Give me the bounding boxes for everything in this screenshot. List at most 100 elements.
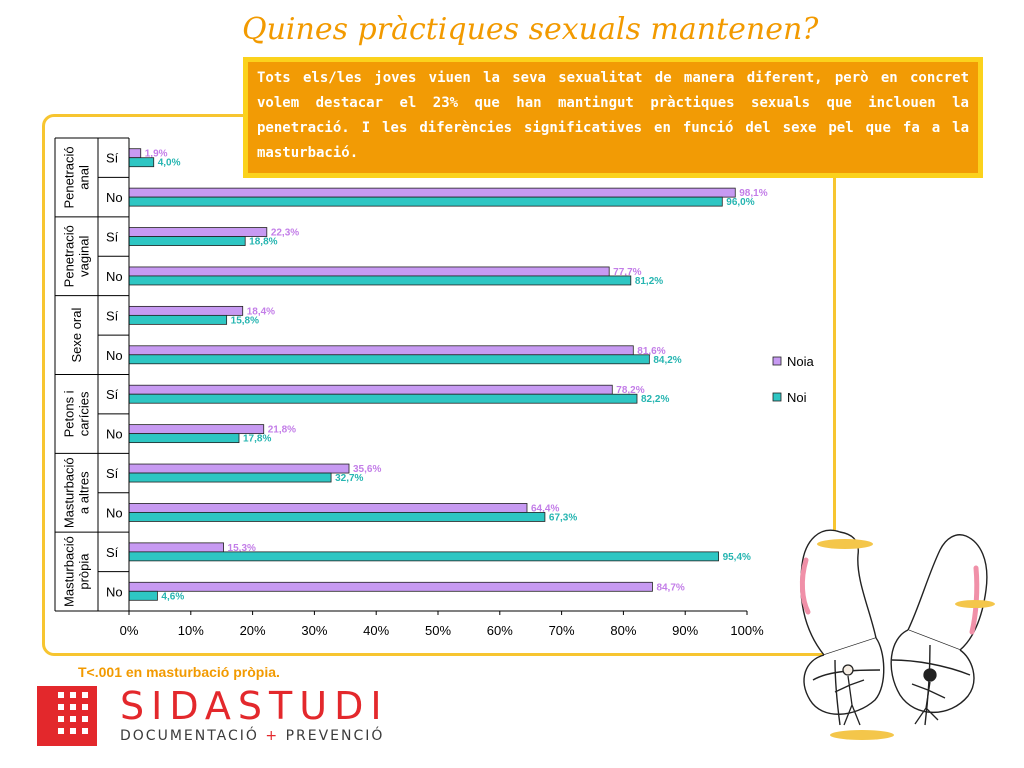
- data-label: 84,2%: [653, 355, 681, 366]
- group-label-line: a altres: [77, 471, 92, 514]
- data-label: 15,8%: [231, 315, 259, 326]
- logo-tag-right: PREVENCIÓ: [285, 728, 385, 744]
- group-label-line: anal: [77, 165, 92, 190]
- data-label: 35,6%: [353, 464, 381, 475]
- legend-swatch: [772, 356, 782, 366]
- group-label: Masturbacióa altres: [62, 457, 92, 528]
- category-label: No: [106, 584, 123, 599]
- bar-noi: [128, 157, 155, 168]
- data-label: 82,2%: [641, 394, 669, 405]
- bar-noia: [128, 542, 224, 553]
- bar-noia: [128, 503, 528, 513]
- bar-noia: [128, 463, 350, 474]
- data-label: 18,4%: [247, 306, 275, 317]
- data-label: 1,9%: [145, 149, 168, 160]
- bar-noia: [128, 384, 613, 395]
- category-label: No: [106, 348, 123, 363]
- x-tick-label: 90%: [672, 623, 698, 638]
- group-label-line: pròpia: [77, 553, 92, 590]
- category-label: Sí: [106, 151, 119, 166]
- x-tick-label: 70%: [549, 623, 575, 638]
- data-label: 32,7%: [335, 473, 363, 484]
- data-label: 81,6%: [637, 346, 665, 357]
- bar-noia: [128, 581, 653, 592]
- condom-figures-illustration: [799, 529, 995, 740]
- x-tick-label: 50%: [425, 623, 451, 638]
- data-label: 4,0%: [158, 158, 181, 169]
- bar-noi: [128, 433, 240, 444]
- x-tick-label: 20%: [240, 623, 266, 638]
- data-label: 95,4%: [723, 552, 751, 563]
- data-label: 22,3%: [271, 228, 299, 239]
- note-box: Tots els/les joves viuen la seva sexuali…: [243, 57, 983, 178]
- group-label: Petons icarícies: [62, 390, 92, 437]
- group-label-line: Sexe oral: [69, 308, 84, 363]
- footnote: T<.001 en masturbació pròpia.: [78, 664, 280, 680]
- bar-noi: [128, 314, 228, 325]
- group-label: Sexe oral: [69, 308, 84, 363]
- x-tick-label: 40%: [363, 623, 389, 638]
- data-label: 81,2%: [635, 276, 663, 287]
- group-label: Masturbaciópròpia: [62, 536, 92, 607]
- data-label: 98,1%: [739, 188, 767, 199]
- logo-tag-left: DOCUMENTACIÓ: [120, 728, 259, 744]
- bar-noi: [128, 512, 546, 522]
- group-label-line: Masturbació: [62, 457, 77, 528]
- category-label: Sí: [106, 545, 119, 560]
- bar-noi: [128, 236, 246, 246]
- data-label: 78,2%: [616, 385, 644, 396]
- group-label-line: Masturbació: [62, 536, 77, 607]
- data-label: 4,6%: [161, 591, 184, 602]
- logo-mark-icon: [37, 686, 97, 746]
- group-label-line: Penetració: [62, 225, 77, 287]
- data-label: 67,3%: [549, 512, 577, 523]
- bar-noia: [128, 187, 736, 198]
- data-label: 77,7%: [613, 267, 641, 278]
- x-tick-label: 60%: [487, 623, 513, 638]
- category-label: No: [106, 427, 123, 442]
- group-label: Penetracióanal: [62, 146, 92, 208]
- group-label-line: carícies: [77, 391, 92, 436]
- bar-noia: [128, 148, 142, 159]
- logo-tag-plus: +: [265, 728, 280, 744]
- x-tick-label: 10%: [178, 623, 204, 638]
- bar-noi: [128, 472, 332, 483]
- group-label: Penetracióvaginal: [62, 225, 92, 287]
- bar-noi: [128, 354, 650, 365]
- bar-noi: [128, 590, 158, 601]
- category-label: No: [106, 190, 123, 205]
- x-tick-label: 100%: [730, 623, 764, 638]
- group-label-line: vaginal: [77, 236, 92, 277]
- x-tick-label: 30%: [301, 623, 327, 638]
- logo-name: SIDASTUDI: [120, 684, 389, 728]
- bar-noia: [128, 266, 610, 277]
- data-label: 15,3%: [228, 543, 256, 554]
- category-label: Sí: [106, 308, 119, 323]
- x-tick-label: 80%: [610, 623, 636, 638]
- bar-noia: [128, 227, 268, 237]
- group-label-line: Petons i: [62, 390, 77, 437]
- bar-noi: [128, 393, 638, 404]
- data-label: 84,7%: [656, 582, 684, 593]
- x-tick-label: 0%: [120, 623, 139, 638]
- data-label: 96,0%: [726, 197, 754, 208]
- bar-noi: [128, 551, 719, 562]
- data-label: 21,8%: [268, 425, 296, 436]
- data-label: 64,4%: [531, 503, 559, 514]
- bar-noia: [128, 345, 634, 356]
- note-text: Tots els/les joves viuen la seva sexuali…: [248, 62, 978, 173]
- data-label: 17,8%: [243, 434, 271, 445]
- bar-noia: [128, 305, 244, 316]
- category-label: Sí: [106, 230, 119, 245]
- legend-label: Noia: [787, 354, 815, 369]
- category-label: Sí: [106, 387, 119, 402]
- group-label-line: Penetració: [62, 146, 77, 208]
- data-label: 18,8%: [249, 237, 277, 248]
- legend-swatch: [772, 392, 782, 402]
- category-label: Sí: [106, 466, 119, 481]
- logo-tagline: DOCUMENTACIÓ + PREVENCIÓ: [120, 728, 384, 744]
- page-title: Quines pràctiques sexuals mantenen?: [242, 12, 819, 47]
- bar-noia: [128, 424, 265, 435]
- sidastudi-logo: SIDASTUDI DOCUMENTACIÓ + PREVENCIÓ: [37, 684, 389, 750]
